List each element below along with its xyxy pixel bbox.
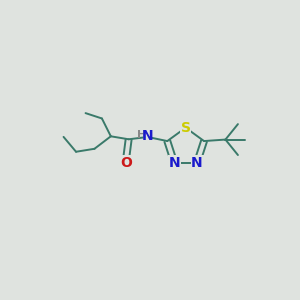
Text: O: O [120, 156, 132, 170]
Text: N: N [141, 129, 153, 143]
Text: S: S [181, 121, 191, 135]
Text: N: N [169, 156, 180, 170]
Text: N: N [191, 156, 203, 170]
Text: H: H [137, 130, 146, 140]
